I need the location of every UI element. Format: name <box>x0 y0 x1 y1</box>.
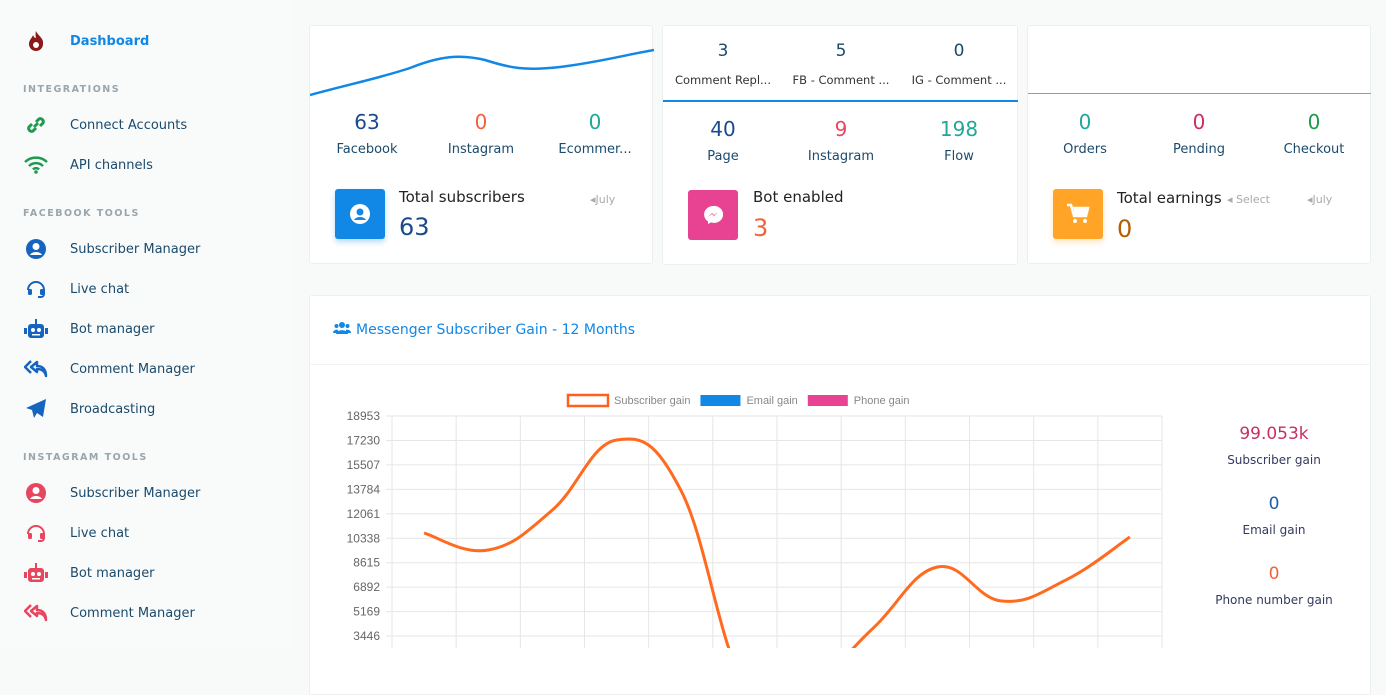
sidebar-item-label: Bot manager <box>70 565 155 581</box>
y-tick-label: 18953 <box>347 409 381 423</box>
subscriber-gain-chart: 18953 17230 15507 13784 12061 10338 8615 6892 51… <box>347 393 1163 648</box>
y-tick-label: 3446 <box>353 629 380 643</box>
sidebar-item-dashboard[interactable]: Dashboard <box>22 26 149 56</box>
total-subscribers-title: Total subscribers <box>399 188 525 206</box>
y-tick-label: 12061 <box>347 507 381 521</box>
sidebar-item-label: Live chat <box>70 525 130 541</box>
y-tick-label: 13784 <box>347 482 381 496</box>
sidebar-item-label: Bot manager <box>70 321 155 337</box>
fb-comment-stat: 5 FB - Comment ... <box>792 41 890 87</box>
user-circle-icon <box>335 189 385 239</box>
robot-icon <box>22 317 50 341</box>
sidebar: Dashboard INTEGRATIONS Connect Accounts AP… <box>0 0 290 648</box>
email-gain-stat: 0 Email gain <box>1242 494 1306 537</box>
sidebar-item-connect-accounts[interactable]: Connect Accounts <box>22 110 187 140</box>
sparkline <box>310 48 654 97</box>
reply-all-icon <box>22 601 50 625</box>
sparkline <box>1028 93 1371 94</box>
sidebar-item-label: Connect Accounts <box>70 117 188 133</box>
sidebar-item-live-chat[interactable]: Live chat <box>22 274 129 304</box>
messenger-icon <box>688 190 738 240</box>
bot-enabled-value: 3 <box>753 214 769 242</box>
month-dropdown[interactable]: ◂July <box>590 193 616 206</box>
y-tick-label: 10338 <box>347 531 381 545</box>
bot-enabled-title: Bot enabled <box>753 188 844 206</box>
gain-title: Messenger Subscriber Gain - 12 Months <box>356 322 636 338</box>
section-heading: INTEGRATIONS <box>23 84 121 95</box>
sidebar-item-bot-manager[interactable]: Bot manager <box>22 558 155 588</box>
user-circle-icon <box>22 481 50 505</box>
section-heading: FACEBOOK TOOLS <box>23 208 140 219</box>
sidebar-item-label: Live chat <box>70 281 130 297</box>
sidebar-item-label: Subscriber Manager <box>70 241 201 257</box>
flow-stat: 198 Flow <box>939 117 979 164</box>
legend-label: Phone gain <box>854 395 910 407</box>
cart-icon <box>1053 189 1103 239</box>
sidebar-item-subscriber-manager[interactable]: Subscriber Manager <box>22 234 200 264</box>
sidebar-item-bot-manager[interactable]: Bot manager <box>22 314 155 344</box>
total-subscribers-value: 63 <box>399 213 430 241</box>
y-tick-label: 8615 <box>353 556 380 570</box>
earnings-card: 0 Orders 0 Pending 0 Checkout Total earning… <box>1027 25 1371 264</box>
user-circle-icon <box>22 237 50 261</box>
divider <box>663 100 1018 102</box>
instagram-stat: 9 Instagram <box>807 117 875 164</box>
ecommerce-stat: 0 Ecommer... <box>558 110 632 157</box>
sidebar-item-broadcasting[interactable]: Broadcasting <box>22 394 155 424</box>
sidebar-item-label: Comment Manager <box>70 605 195 621</box>
headset-icon <box>22 277 50 301</box>
sidebar-item-live-chat[interactable]: Live chat <box>22 518 129 548</box>
sidebar-item-label: Comment Manager <box>70 361 195 377</box>
reply-all-icon <box>22 357 50 381</box>
y-tick-label: 17230 <box>347 433 381 447</box>
legend-swatch <box>700 395 741 406</box>
fire-icon <box>22 29 50 53</box>
sidebar-item-subscriber-manager[interactable]: Subscriber Manager <box>22 478 200 508</box>
series-line-subscriber-gain <box>423 437 1131 648</box>
y-tick-label: 5169 <box>353 605 380 619</box>
total-earnings-title: Total earnings <box>1117 189 1222 207</box>
phone-gain-stat: 0 Phone number gain <box>1215 564 1333 607</box>
legend-swatch <box>566 393 610 408</box>
month-dropdown[interactable]: ◂July <box>1307 193 1333 206</box>
sidebar-item-comment-manager[interactable]: Comment Manager <box>22 354 195 384</box>
sidebar-item-api-channels[interactable]: API channels <box>22 150 153 180</box>
subscribers-card: 63 Facebook 0 Instagram 0 Ecommer... Total … <box>309 25 654 264</box>
ig-comment-stat: 0 IG - Comment ... <box>911 41 1007 87</box>
sidebar-item-label: Subscriber Manager <box>70 485 201 501</box>
subscriber-gain-card: Messenger Subscriber Gain - 12 Months <box>309 295 1371 695</box>
orders-stat: 0 Orders <box>1063 110 1107 157</box>
wifi-icon <box>22 153 50 177</box>
paper-plane-icon <box>22 397 50 421</box>
total-earnings-value: 0 <box>1117 215 1133 243</box>
page-stat: 40 Page <box>707 117 739 164</box>
legend-label: Email gain <box>746 395 797 407</box>
y-tick-label: 6892 <box>353 580 380 594</box>
comment-reply-stat: 3 Comment Repl... <box>674 41 771 87</box>
select-dropdown[interactable]: ◂ Select <box>1227 193 1270 206</box>
bot-card: 3 Comment Repl... 5 FB - Comment ... 0 IG -… <box>662 25 1018 265</box>
sidebar-item-label: Broadcasting <box>70 401 156 417</box>
gain-header: Messenger Subscriber Gain - 12 Months <box>333 322 635 338</box>
robot-icon <box>22 561 50 585</box>
legend-label: Subscriber gain <box>614 395 690 407</box>
facebook-stat: 63 Facebook <box>336 110 398 157</box>
instagram-stat: 0 Instagram <box>447 110 515 157</box>
headset-icon <box>22 521 50 545</box>
y-tick-label: 15507 <box>347 458 381 472</box>
subscriber-gain-stat: 99.053k Subscriber gain <box>1227 424 1321 467</box>
sidebar-item-comment-manager[interactable]: Comment Manager <box>22 598 195 628</box>
divider <box>310 364 1371 365</box>
sidebar-item-label: API channels <box>70 157 153 173</box>
sidebar-item-label: Dashboard <box>70 33 150 49</box>
section-heading: INSTAGRAM TOOLS <box>23 452 148 463</box>
checkout-stat: 0 Checkout <box>1283 110 1345 157</box>
link-icon <box>22 113 50 137</box>
pending-stat: 0 Pending <box>1173 110 1225 157</box>
users-icon <box>333 322 351 338</box>
legend-swatch <box>807 395 848 406</box>
